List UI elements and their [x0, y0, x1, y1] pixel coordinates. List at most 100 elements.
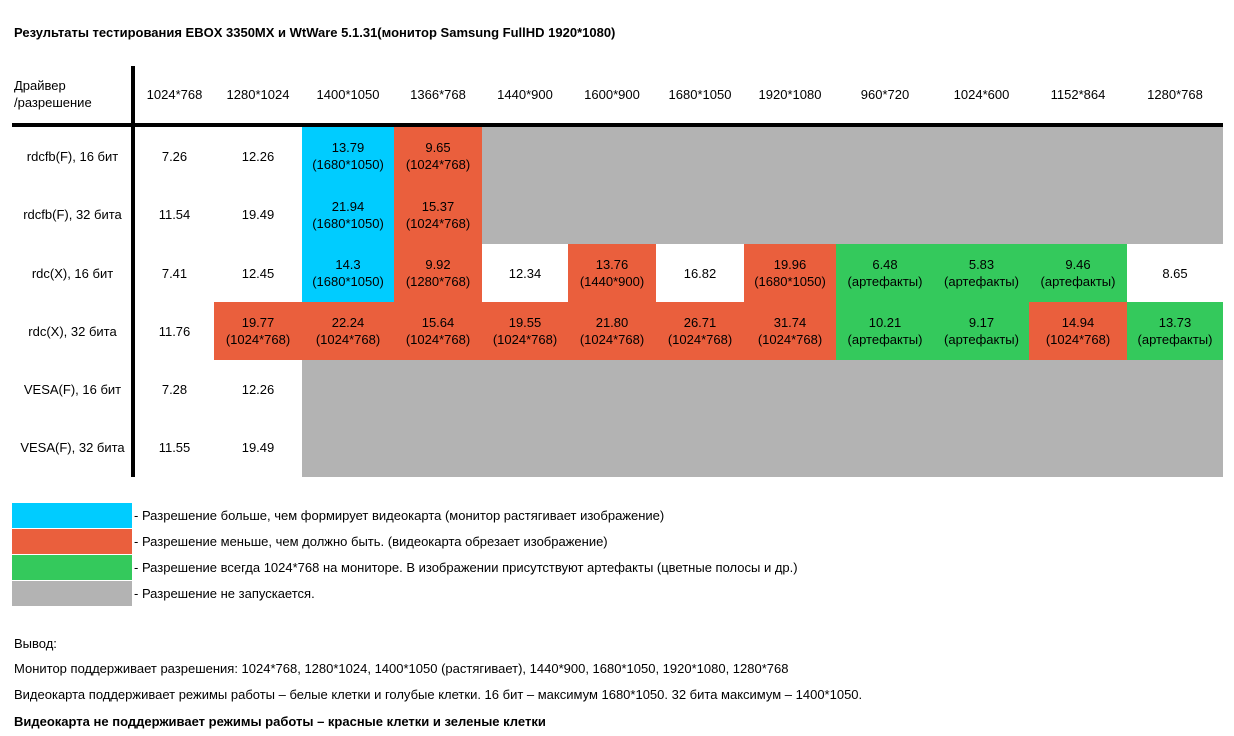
header-corner: Драйвер/разрешение — [14, 66, 132, 122]
cell-value: 11.55 — [158, 440, 191, 455]
cell-value: 15.37 — [421, 198, 455, 214]
table-cell: 13.76 (1440*900) — [568, 244, 656, 302]
conclusion-videocard-unsupported: Видеокарта не поддерживает режимы работы… — [14, 714, 546, 729]
cell-value: 7.28 — [161, 381, 188, 397]
cell-value: 19.49 — [241, 207, 275, 222]
legend-text: - Разрешение больше, чем формирует видео… — [134, 508, 665, 523]
table-cell: 19.55 (1024*768) — [482, 302, 568, 360]
cell-value: 12.34 — [508, 265, 542, 281]
unsupported-block — [302, 360, 1223, 477]
cell-value: 19.96 — [773, 257, 807, 272]
cell-note: (1440*900) — [579, 274, 645, 289]
conclusion-heading: Вывод: — [14, 636, 57, 651]
cell-value: 22.24 — [331, 315, 365, 330]
cell-value: 5.83 — [968, 257, 995, 272]
table-cell: 13.73 (артефакты) — [1127, 302, 1223, 360]
cell-note: (1280*768) — [405, 274, 471, 289]
header-corner-driver: Драйвер — [14, 78, 66, 93]
cell-value: 7.41 — [161, 265, 188, 281]
cell-note: (1024*768) — [579, 332, 645, 347]
legend-swatch-blue — [12, 503, 132, 528]
cell-note: (артефакты) — [1137, 332, 1213, 347]
cell-note: (1024*768) — [667, 332, 733, 347]
table-cell: 14.3 (1680*1050) — [302, 244, 394, 302]
cell-note: (артефакты) — [847, 274, 923, 289]
table-cell: 21.80 (1024*768) — [568, 302, 656, 360]
column-header: 1440*900 — [497, 86, 553, 102]
page-title: Результаты тестирования EBOX 3350MX и Wt… — [14, 25, 616, 40]
table-cell: 12.26 — [214, 127, 302, 185]
table-cell: 21.94 (1680*1050) — [302, 185, 394, 244]
cell-note: (1024*768) — [1045, 332, 1111, 347]
table-cell: 8.65 — [1127, 244, 1223, 302]
table-cell: 22.24 (1024*768) — [302, 302, 394, 360]
column-header: 1152*864 — [1050, 86, 1106, 102]
table-cell: 16.82 — [656, 244, 744, 302]
table-cell: 12.45 — [214, 244, 302, 302]
cell-note: (артефакты) — [847, 332, 923, 347]
conclusion-videocard-support: Видеокарта поддерживает режимы работы – … — [14, 687, 863, 702]
legend-swatch-green — [12, 555, 132, 580]
legend-text: - Разрешение всегда 1024*768 на мониторе… — [134, 560, 798, 575]
cell-value: 21.94 — [331, 198, 365, 214]
cell-value: 16.82 — [683, 265, 717, 281]
cell-value: 11.76 — [158, 323, 191, 339]
table-cell: 19.49 — [214, 185, 302, 244]
table-cell: 19.49 — [214, 418, 302, 477]
cell-value: 12.26 — [241, 148, 275, 164]
row-label: rdc(X), 16 бит — [31, 265, 114, 281]
cell-note: (1024*768) — [405, 215, 471, 231]
column-header: 1600*900 — [584, 86, 640, 102]
cell-note: (1024*768) — [492, 332, 558, 347]
table-cell: 19.77 (1024*768) — [214, 302, 302, 360]
table-cell: 11.55 — [135, 418, 214, 477]
table-cell: 15.64 (1024*768) — [394, 302, 482, 360]
cell-value: 10.21 — [868, 315, 902, 330]
cell-value: 9.65 — [425, 140, 451, 155]
row-label: VESA(F), 32 бита — [20, 440, 125, 455]
table-cell: 14.94 (1024*768) — [1029, 302, 1127, 360]
header-divider — [12, 123, 1223, 127]
column-header: 1920*1080 — [758, 86, 822, 102]
cell-value: 9.17 — [968, 315, 995, 330]
header-corner-resolution: /разрешение — [14, 95, 92, 110]
cell-value: 21.80 — [595, 315, 629, 330]
cell-value: 19.49 — [241, 440, 275, 455]
table-cell: 11.76 — [135, 302, 214, 360]
table-cell: 7.41 — [135, 244, 214, 302]
cell-value: 14.3 — [335, 257, 361, 272]
column-header: 1400*1050 — [316, 86, 380, 102]
table-cell: 10.21 (артефакты) — [836, 302, 934, 360]
table-cell: 7.28 — [135, 360, 214, 418]
column-header: 1366*768 — [410, 86, 466, 102]
column-header: 1680*1050 — [668, 86, 732, 102]
cell-value: 26.71 — [683, 315, 717, 330]
cell-note: (1680*1050) — [312, 157, 384, 172]
cell-value: 31.74 — [773, 315, 807, 330]
cell-value: 19.77 — [241, 315, 275, 330]
cell-note: (1024*768) — [405, 332, 471, 347]
cell-note: (артефакты) — [944, 274, 1019, 289]
cell-value: 6.48 — [872, 257, 898, 272]
cell-value: 8.65 — [1162, 265, 1188, 281]
table-cell: 5.83 (артефакты) — [934, 244, 1029, 302]
table-cell: 13.79 (1680*1050) — [302, 127, 394, 185]
cell-note: (1024*768) — [405, 157, 471, 172]
table-cell: 9.65 (1024*768) — [394, 127, 482, 185]
cell-value: 9.46 — [1065, 257, 1091, 272]
header-corner-text: Драйвер/разрешение — [14, 77, 92, 111]
table-cell: 9.92 (1280*768) — [394, 244, 482, 302]
conclusion-monitor-support: Монитор поддерживает разрешения: 1024*76… — [14, 661, 789, 676]
cell-value: 13.73 — [1158, 315, 1192, 330]
vertical-divider — [131, 66, 135, 477]
column-header: 1280*1024 — [226, 86, 290, 102]
cell-value: 14.94 — [1061, 315, 1095, 330]
table-cell: 11.54 — [135, 185, 214, 244]
cell-value: 12.45 — [241, 265, 275, 281]
row-label: VESA(F), 16 бит — [23, 381, 122, 397]
cell-value: 12.26 — [241, 381, 275, 397]
cell-note: (1680*1050) — [312, 215, 384, 231]
cell-value: 15.64 — [421, 315, 455, 330]
cell-note: (1680*1050) — [312, 274, 384, 289]
table-cell: 31.74 (1024*768) — [744, 302, 836, 360]
